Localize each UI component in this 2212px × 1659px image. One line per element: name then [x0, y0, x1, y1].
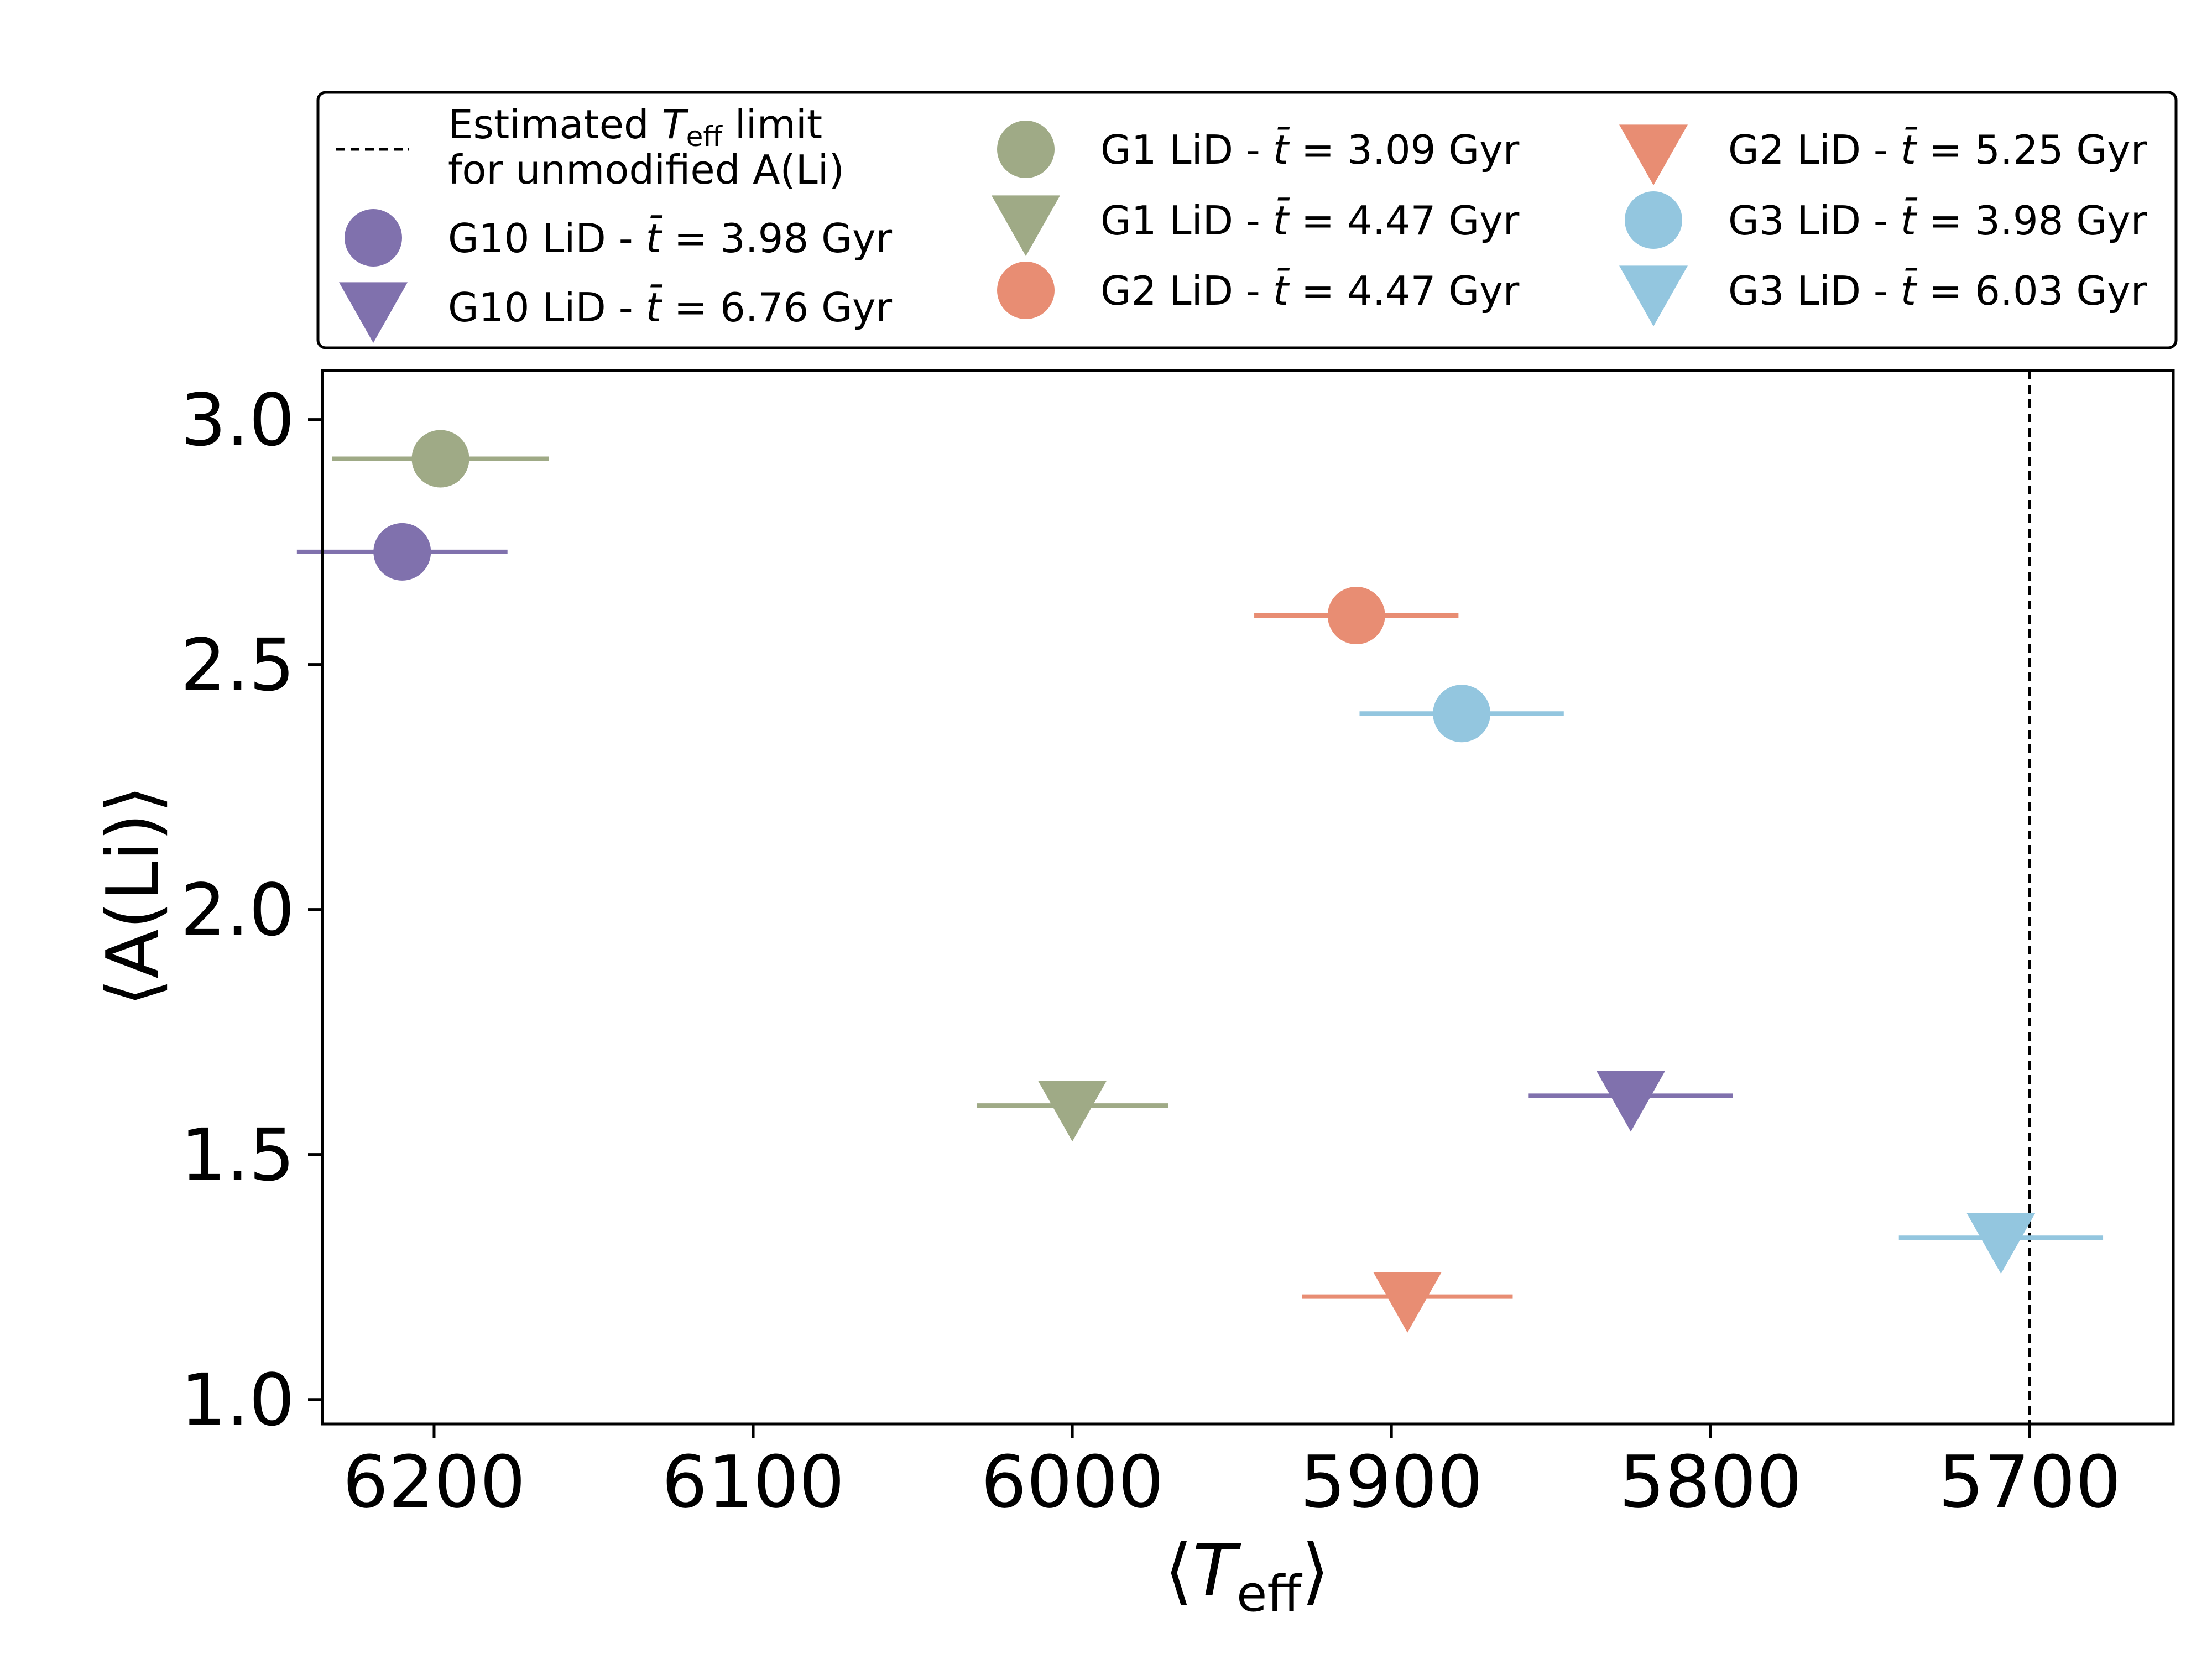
series-g3-circle: [1359, 685, 1564, 743]
data-point: [1596, 1071, 1665, 1132]
series-g3-triangle: [1898, 1213, 2104, 1274]
legend-label: G3 LiD - t̄ = 6.03 Gyr: [1728, 268, 2147, 314]
legend-entry-g3-circle: G3 LiD - t̄ = 3.98 Gyr: [1625, 191, 2147, 249]
data-point: [1433, 685, 1491, 743]
legend-entry-g1-circle: G1 LiD - t̄ = 3.09 Gyr: [997, 121, 1520, 178]
plot-frame: [321, 369, 2175, 1426]
legend-reference-line-label-line2: for unmodified A(Li): [448, 147, 844, 193]
x-axis-label: ⟨Teff⟩: [1165, 1528, 1329, 1623]
series-g2-circle: [1254, 587, 1459, 645]
legend-entry-g2-circle: G2 LiD - t̄ = 4.47 Gyr: [997, 262, 1520, 319]
x-tick-label: 5700: [1938, 1440, 2121, 1524]
legend-entry-g10-circle: G10 LiD - t̄ = 3.98 Gyr: [345, 209, 893, 267]
series-g1-triangle: [976, 1081, 1168, 1142]
x-tick-label: 5800: [1619, 1440, 1802, 1524]
legend-entry-g3-triangle: G3 LiD - t̄ = 6.03 Gyr: [1619, 265, 2147, 327]
legend-marker: [1619, 124, 1688, 186]
series-g10-circle: [296, 523, 508, 581]
x-tick-label: 5900: [1300, 1440, 1483, 1524]
legend-marker: [997, 121, 1055, 178]
legend-marker: [339, 282, 408, 343]
legend-entry-g1-triangle: G1 LiD - t̄ = 4.47 Gyr: [992, 195, 1520, 257]
legend-label: G1 LiD - t̄ = 4.47 Gyr: [1100, 197, 1520, 244]
y-axis-ticks: 1.0 1.5 2.0 2.5 3.0: [180, 378, 322, 1442]
legend-entries: G10 LiD - t̄ = 3.98 Gyr G10 LiD - t̄ = 6.…: [339, 121, 2147, 343]
data-point: [1966, 1213, 2036, 1274]
legend-label: G2 LiD - t̄ = 5.25 Gyr: [1728, 127, 2147, 173]
x-tick-label: 6000: [981, 1440, 1164, 1524]
legend-marker: [997, 262, 1055, 319]
y-axis-label: ⟨A(Li)⟩: [91, 785, 175, 1006]
data-points: [296, 430, 2104, 1333]
y-tick-label: 3.0: [180, 378, 295, 462]
data-point: [411, 430, 469, 488]
legend-entry-g10-triangle: G10 LiD - t̄ = 6.76 Gyr: [339, 282, 893, 343]
series-g2-triangle: [1302, 1271, 1513, 1333]
x-tick-label: 6100: [662, 1440, 845, 1524]
legend-label: G3 LiD - t̄ = 3.98 Gyr: [1728, 197, 2147, 244]
series-g1-circle: [332, 430, 549, 488]
y-tick-label: 1.5: [180, 1113, 295, 1197]
legend-label: G1 LiD - t̄ = 3.09 Gyr: [1100, 127, 1520, 173]
y-tick-label: 2.0: [180, 868, 295, 952]
x-tick-label: 6200: [343, 1440, 526, 1524]
legend-reference-line-label-line1: Estimated Teff limit: [448, 101, 822, 153]
legend-label: G10 LiD - t̄ = 6.76 Gyr: [448, 284, 893, 331]
legend-marker: [992, 195, 1060, 257]
x-axis-ticks: 6200 6100 6000 5900 5800 5700: [343, 1424, 2121, 1524]
data-point: [1038, 1081, 1107, 1142]
y-tick-label: 1.0: [180, 1358, 295, 1442]
legend-marker: [1619, 265, 1688, 327]
data-point: [373, 523, 431, 581]
legend-label: G2 LiD - t̄ = 4.47 Gyr: [1100, 268, 1520, 314]
legend-entry-g2-triangle: G2 LiD - t̄ = 5.25 Gyr: [1619, 124, 2147, 186]
plot-area: 6200 6100 6000 5900 5800 5700 1.0 1.5 2.0 2.5 3.0: [180, 369, 2175, 1524]
legend-marker: [345, 209, 402, 267]
legend-label: G10 LiD - t̄ = 3.98 Gyr: [448, 215, 893, 262]
legend: Estimated Teff limit for unmodified A(Li…: [316, 91, 2178, 349]
data-point: [1373, 1271, 1442, 1333]
data-point: [1327, 587, 1385, 645]
series-g10-triangle: [1528, 1071, 1733, 1132]
y-tick-label: 2.5: [180, 623, 295, 707]
legend-frame: [316, 91, 2178, 349]
legend-marker: [1625, 191, 1682, 249]
